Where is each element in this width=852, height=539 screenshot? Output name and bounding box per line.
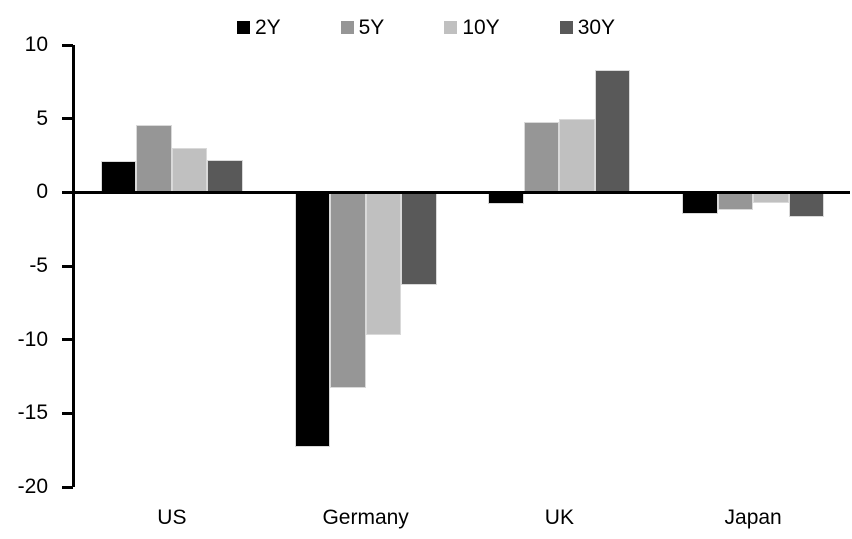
- bar-germany-5y: [330, 192, 366, 389]
- bar-uk-10y: [559, 118, 595, 193]
- bar-japan-10y: [753, 192, 789, 203]
- bar-uk-30y: [594, 70, 631, 193]
- category-label-us: US: [157, 506, 187, 529]
- legend-label: 10Y: [462, 16, 500, 39]
- bar-uk-5y: [523, 121, 560, 193]
- y-tick-label: -10: [17, 327, 48, 351]
- bar-us-5y: [136, 124, 172, 193]
- legend-swatch-10y: [444, 21, 458, 34]
- legend-item: 30Y: [559, 16, 616, 39]
- bar-germany-30y: [401, 192, 437, 286]
- bar-japan-30y: [788, 192, 825, 218]
- y-tick: [62, 411, 73, 415]
- y-tick: [62, 117, 73, 121]
- bar-japan-5y: [717, 192, 754, 210]
- legend-item: 10Y: [444, 16, 500, 39]
- bar-japan-2y: [682, 192, 718, 215]
- legend-label: 5Y: [358, 16, 385, 39]
- legend-swatch-30y: [559, 21, 573, 34]
- legend-item: 2Y: [236, 16, 281, 39]
- legend-label: 2Y: [254, 16, 281, 39]
- bar-us-30y: [207, 159, 243, 193]
- y-tick-label: -5: [29, 254, 48, 277]
- y-tick-label: -20: [17, 475, 48, 498]
- y-tick: [62, 338, 73, 342]
- category-label-germany: Germany: [322, 506, 409, 529]
- y-axis-line: [72, 45, 75, 487]
- legend-item: 5Y: [340, 16, 385, 39]
- legend-label: 30Y: [577, 16, 616, 39]
- legend-swatch-5y: [340, 21, 354, 34]
- y-tick: [62, 43, 73, 47]
- legend: 2Y 5Y 10Y 30Y: [0, 17, 852, 38]
- y-tick-label: -15: [17, 401, 48, 425]
- y-tick: [62, 264, 73, 268]
- bar-germany-2y: [294, 192, 331, 448]
- y-tick-label: 5: [36, 106, 48, 130]
- y-tick: [62, 190, 73, 194]
- y-tick: [62, 485, 73, 489]
- bar-germany-10y: [365, 192, 402, 336]
- category-label-uk: UK: [544, 506, 574, 529]
- y-tick-label: 0: [36, 180, 48, 204]
- legend-swatch-2y: [236, 21, 250, 34]
- bar-us-2y: [100, 161, 137, 193]
- bar-uk-2y: [488, 192, 524, 205]
- y-tick-label: 10: [24, 33, 48, 56]
- bar-us-10y: [171, 148, 208, 193]
- category-label-japan: Japan: [724, 506, 782, 529]
- zero-axis-line: [72, 190, 850, 194]
